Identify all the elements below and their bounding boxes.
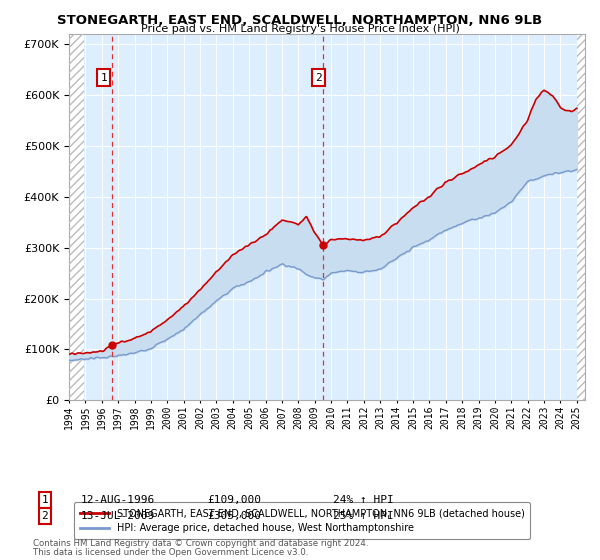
Legend: STONEGARTH, EAST END, SCALDWELL, NORTHAMPTON, NN6 9LB (detached house), HPI: Ave: STONEGARTH, EAST END, SCALDWELL, NORTHAM… [74, 502, 530, 539]
Text: 12-AUG-1996: 12-AUG-1996 [81, 495, 155, 505]
Text: This data is licensed under the Open Government Licence v3.0.: This data is licensed under the Open Gov… [33, 548, 308, 557]
Text: 2: 2 [315, 73, 322, 83]
Bar [577, 34, 585, 400]
Text: 1: 1 [41, 495, 49, 505]
Text: £305,000: £305,000 [207, 511, 261, 521]
Text: 13-JUL-2009: 13-JUL-2009 [81, 511, 155, 521]
Text: STONEGARTH, EAST END, SCALDWELL, NORTHAMPTON, NN6 9LB: STONEGARTH, EAST END, SCALDWELL, NORTHAM… [58, 14, 542, 27]
Text: 1: 1 [100, 73, 107, 83]
Bar [577, 34, 585, 400]
Text: £109,000: £109,000 [207, 495, 261, 505]
Text: 25% ↑ HPI: 25% ↑ HPI [333, 511, 394, 521]
Text: Price paid vs. HM Land Registry's House Price Index (HPI): Price paid vs. HM Land Registry's House … [140, 24, 460, 34]
Bar [69, 34, 84, 400]
Text: 24% ↑ HPI: 24% ↑ HPI [333, 495, 394, 505]
Text: 2: 2 [41, 511, 49, 521]
Bar [69, 34, 84, 400]
Text: Contains HM Land Registry data © Crown copyright and database right 2024.: Contains HM Land Registry data © Crown c… [33, 539, 368, 548]
